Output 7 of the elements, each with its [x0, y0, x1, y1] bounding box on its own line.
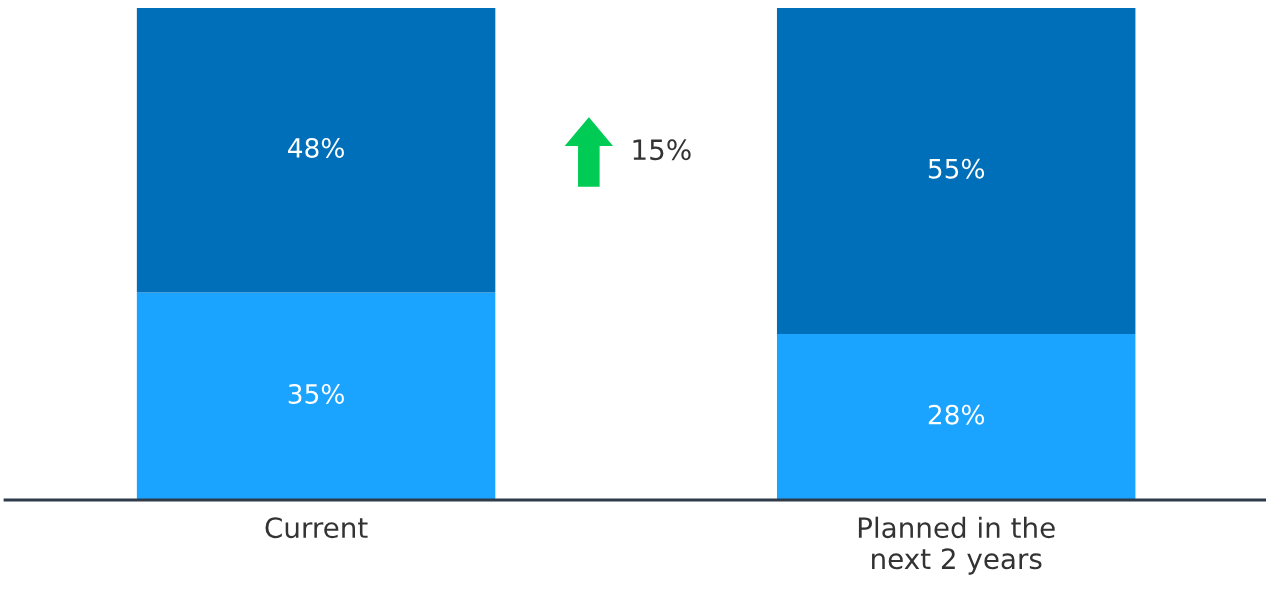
x-tick-label: Current — [265, 517, 368, 539]
x-tick-label: Planned in the next 2 years — [858, 516, 1055, 575]
data-label: 35% — [288, 383, 344, 404]
data-label: 55% — [928, 158, 985, 179]
annotation: 15% — [633, 139, 691, 161]
data-label: 48% — [288, 137, 344, 158]
data-label: 28% — [928, 404, 985, 425]
